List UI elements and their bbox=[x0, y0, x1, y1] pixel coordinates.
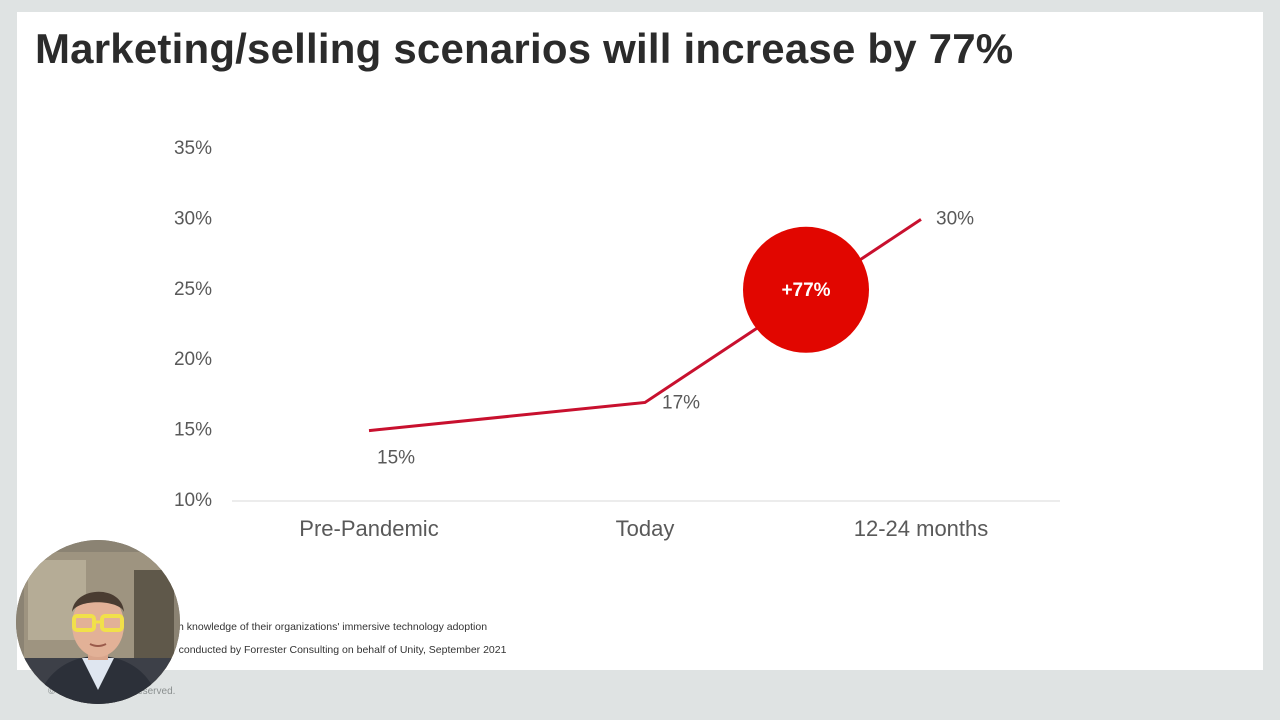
y-tick-label: 15% bbox=[174, 420, 212, 441]
footnote-source: ed study conducted by Forrester Consulti… bbox=[136, 644, 507, 656]
y-tick-label: 35% bbox=[174, 138, 212, 159]
x-axis-ticks: Pre-Pandemic Today 12-24 months bbox=[299, 516, 988, 541]
slide-title: Marketing/selling scenarios will increas… bbox=[35, 25, 1014, 72]
y-tick-label: 10% bbox=[174, 490, 212, 511]
presenter-webcam bbox=[16, 540, 180, 704]
data-label: 15% bbox=[377, 448, 415, 469]
y-tick-label: 30% bbox=[174, 208, 212, 229]
x-tick-label: 12-24 months bbox=[854, 516, 989, 541]
growth-badge: +77% bbox=[743, 226, 869, 353]
data-label: 30% bbox=[936, 208, 974, 229]
y-tick-label: 25% bbox=[174, 279, 212, 300]
y-axis-ticks: 10% 15% 20% 25% 30% 35% bbox=[174, 138, 212, 511]
window-top-bar bbox=[0, 0, 1280, 12]
growth-badge-label: +77% bbox=[781, 280, 830, 301]
data-label: 17% bbox=[662, 392, 700, 413]
y-tick-label: 20% bbox=[174, 349, 212, 370]
presenter-video-image bbox=[16, 540, 180, 704]
x-tick-label: Pre-Pandemic bbox=[299, 516, 438, 541]
x-tick-label: Today bbox=[616, 516, 675, 541]
data-labels: 15% 17% 30% bbox=[377, 208, 974, 468]
presentation-slide bbox=[17, 12, 1263, 670]
footnote-base: aders with knowledge of their organizati… bbox=[136, 621, 488, 633]
growth-badge-circle bbox=[743, 226, 869, 353]
